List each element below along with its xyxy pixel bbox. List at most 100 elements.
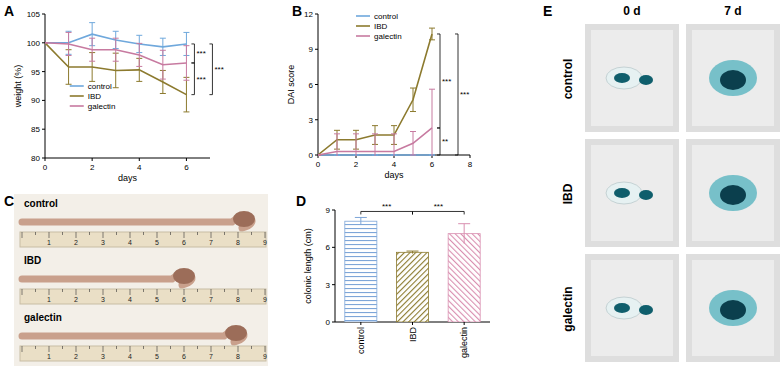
error-bar — [355, 217, 367, 224]
y-axis — [335, 210, 336, 322]
ruler-tick — [265, 232, 266, 238]
plot-area — [345, 217, 480, 322]
y-tick-label: 0 — [326, 318, 331, 327]
error-cap — [458, 223, 470, 224]
ruler-tick — [49, 346, 50, 352]
y-axis-label: colonic length (cm) — [303, 228, 313, 304]
significance-label: *** — [196, 49, 205, 58]
y-tick-label: 3 — [309, 116, 314, 125]
ruler-label: 1 — [47, 353, 51, 360]
ruler-tick — [116, 232, 117, 235]
legend-swatch — [356, 15, 370, 17]
y-tick-label: 90 — [31, 96, 40, 105]
panel-label: E — [543, 3, 552, 19]
ruler-tick — [22, 289, 23, 295]
stool-dye — [720, 300, 746, 320]
x-axis — [45, 158, 210, 159]
error-stem — [360, 217, 361, 224]
legend-label: galectin — [88, 102, 116, 111]
y-axis-label: DAI score — [286, 65, 296, 105]
legend-label: control — [374, 12, 398, 21]
significance-bracket — [437, 128, 440, 155]
ruler-label: 1 — [47, 239, 51, 246]
colon — [22, 330, 244, 342]
ruler-tick — [197, 232, 198, 235]
error-cap — [45, 42, 48, 43]
error-stem — [186, 77, 187, 112]
stool-halo — [606, 182, 642, 204]
x-tick-label: 8 — [468, 160, 473, 169]
ruler-label: 5 — [155, 239, 159, 246]
error-cap — [113, 87, 119, 88]
ruler-label: 4 — [128, 296, 132, 303]
significance-bracket — [455, 34, 458, 155]
ruler-tick — [184, 289, 185, 295]
photo-bg — [686, 24, 780, 132]
y-tick-label: 80 — [31, 154, 40, 163]
row-label: galectin — [561, 286, 575, 331]
colon-cecum — [233, 211, 255, 227]
ruler-label: 2 — [74, 296, 78, 303]
colon — [22, 216, 252, 228]
ruler-tick — [251, 289, 252, 292]
bar — [396, 252, 428, 322]
x-tick — [186, 158, 187, 161]
error-bar — [318, 155, 321, 156]
stool-halo — [606, 67, 642, 89]
y-tick-label: 100 — [27, 39, 41, 48]
error-cap — [160, 50, 166, 51]
stool-dye — [720, 70, 746, 90]
ruler-tick — [49, 289, 50, 295]
error-bar — [45, 42, 48, 43]
significance-label: *** — [382, 202, 391, 211]
stool-halo — [709, 60, 757, 96]
photo-bg — [686, 254, 780, 362]
ruler-label: 5 — [155, 353, 159, 360]
ruler-tick — [116, 346, 117, 349]
significance-bracket — [191, 63, 194, 95]
ruler-tick — [49, 232, 50, 238]
column-header: 7 d — [724, 4, 741, 18]
error-cap — [410, 111, 416, 112]
row-label: IBD — [561, 183, 575, 204]
ruler-tick — [211, 346, 212, 352]
ruler-tick — [22, 232, 23, 238]
significance-label: *** — [434, 202, 443, 211]
error-cap — [318, 155, 321, 156]
error-bar — [160, 50, 166, 79]
ruler-label: 6 — [182, 353, 186, 360]
x-tick-label: control — [356, 327, 366, 354]
error-bar — [89, 38, 95, 61]
error-cap — [318, 155, 321, 156]
error-cap — [136, 66, 142, 67]
photo-bg — [14, 194, 268, 366]
error-cap — [66, 32, 72, 33]
x-tick-label: galectin — [459, 327, 469, 358]
error-cap — [183, 45, 189, 46]
panel-label: D — [296, 193, 306, 209]
ruler-tick — [116, 289, 117, 292]
ruler-label: 6 — [182, 296, 186, 303]
plot-area — [45, 23, 189, 112]
ruler-tick — [143, 346, 144, 349]
y-tick-label: 9 — [309, 45, 314, 54]
x-tick — [464, 322, 465, 325]
colon-cecum — [173, 268, 195, 284]
error-cap — [334, 133, 340, 134]
error-stem — [186, 46, 187, 81]
y-tick — [332, 322, 335, 323]
ruler-tick — [224, 346, 225, 349]
y-tick-label: 6 — [326, 243, 331, 252]
y-tick — [42, 42, 45, 43]
legend-label: galectin — [374, 32, 402, 41]
error-bar — [318, 155, 321, 156]
legend-label: IBD — [374, 22, 388, 31]
ruler-tick — [103, 289, 104, 295]
error-cap — [89, 61, 95, 62]
legend-label: IBD — [88, 92, 102, 101]
legend-swatch — [70, 95, 84, 97]
ruler-label: 4 — [128, 353, 132, 360]
ruler-tick — [130, 232, 131, 238]
error-cap — [410, 155, 416, 156]
y-tick — [315, 49, 318, 50]
